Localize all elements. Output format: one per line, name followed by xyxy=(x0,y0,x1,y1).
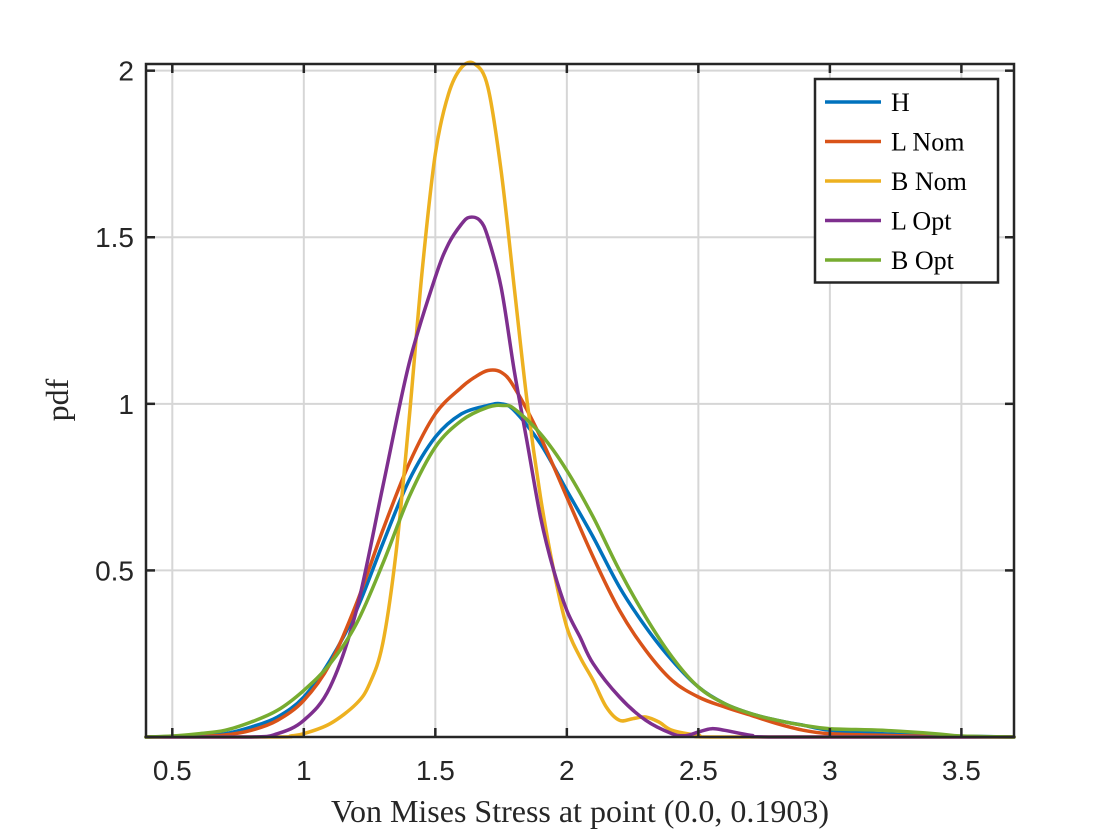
series-line-l-opt xyxy=(144,215,1016,739)
x-tick-label: 2 xyxy=(559,755,575,786)
y-tick-label: 1.5 xyxy=(95,222,134,253)
axes-box xyxy=(144,62,1016,739)
legend: H L Nom B Nom L Opt B Opt xyxy=(813,77,1000,284)
legend-label-l-nom: L Nom xyxy=(891,128,964,157)
x-tick-label: 1 xyxy=(296,755,312,786)
y-axis-label: pdf xyxy=(39,378,75,421)
x-tick-label: 3 xyxy=(822,755,838,786)
x-tick-label: 0.5 xyxy=(153,755,192,786)
y-tick-label: 1 xyxy=(118,389,134,420)
ticks xyxy=(146,64,1014,737)
legend-label-h: H xyxy=(891,88,910,117)
series-line-b-opt xyxy=(144,403,1016,739)
x-tick-label: 3.5 xyxy=(942,755,981,786)
tick-labels: 0.5 1 1.5 2 2.5 3 3.5 0.5 1 1.5 2 xyxy=(95,56,981,786)
y-tick-label: 0.5 xyxy=(95,555,134,586)
x-axis-label: Von Mises Stress at point (0.0, 0.1903) xyxy=(331,793,829,829)
x-tick-label: 1.5 xyxy=(416,755,455,786)
series-line-l-nom xyxy=(144,368,1016,739)
legend-label-l-opt: L Opt xyxy=(891,207,952,236)
series-layer xyxy=(144,60,1016,739)
legend-label-b-nom: B Nom xyxy=(891,167,967,196)
series-line-b-nom xyxy=(144,60,1016,739)
x-tick-label: 2.5 xyxy=(679,755,718,786)
y-tick-label: 2 xyxy=(118,56,134,87)
legend-label-b-opt: B Opt xyxy=(891,246,955,275)
